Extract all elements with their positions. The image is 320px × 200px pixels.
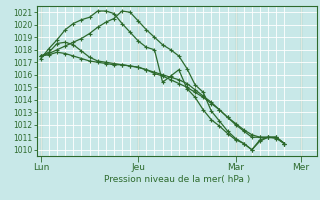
- X-axis label: Pression niveau de la mer( hPa ): Pression niveau de la mer( hPa ): [104, 175, 250, 184]
